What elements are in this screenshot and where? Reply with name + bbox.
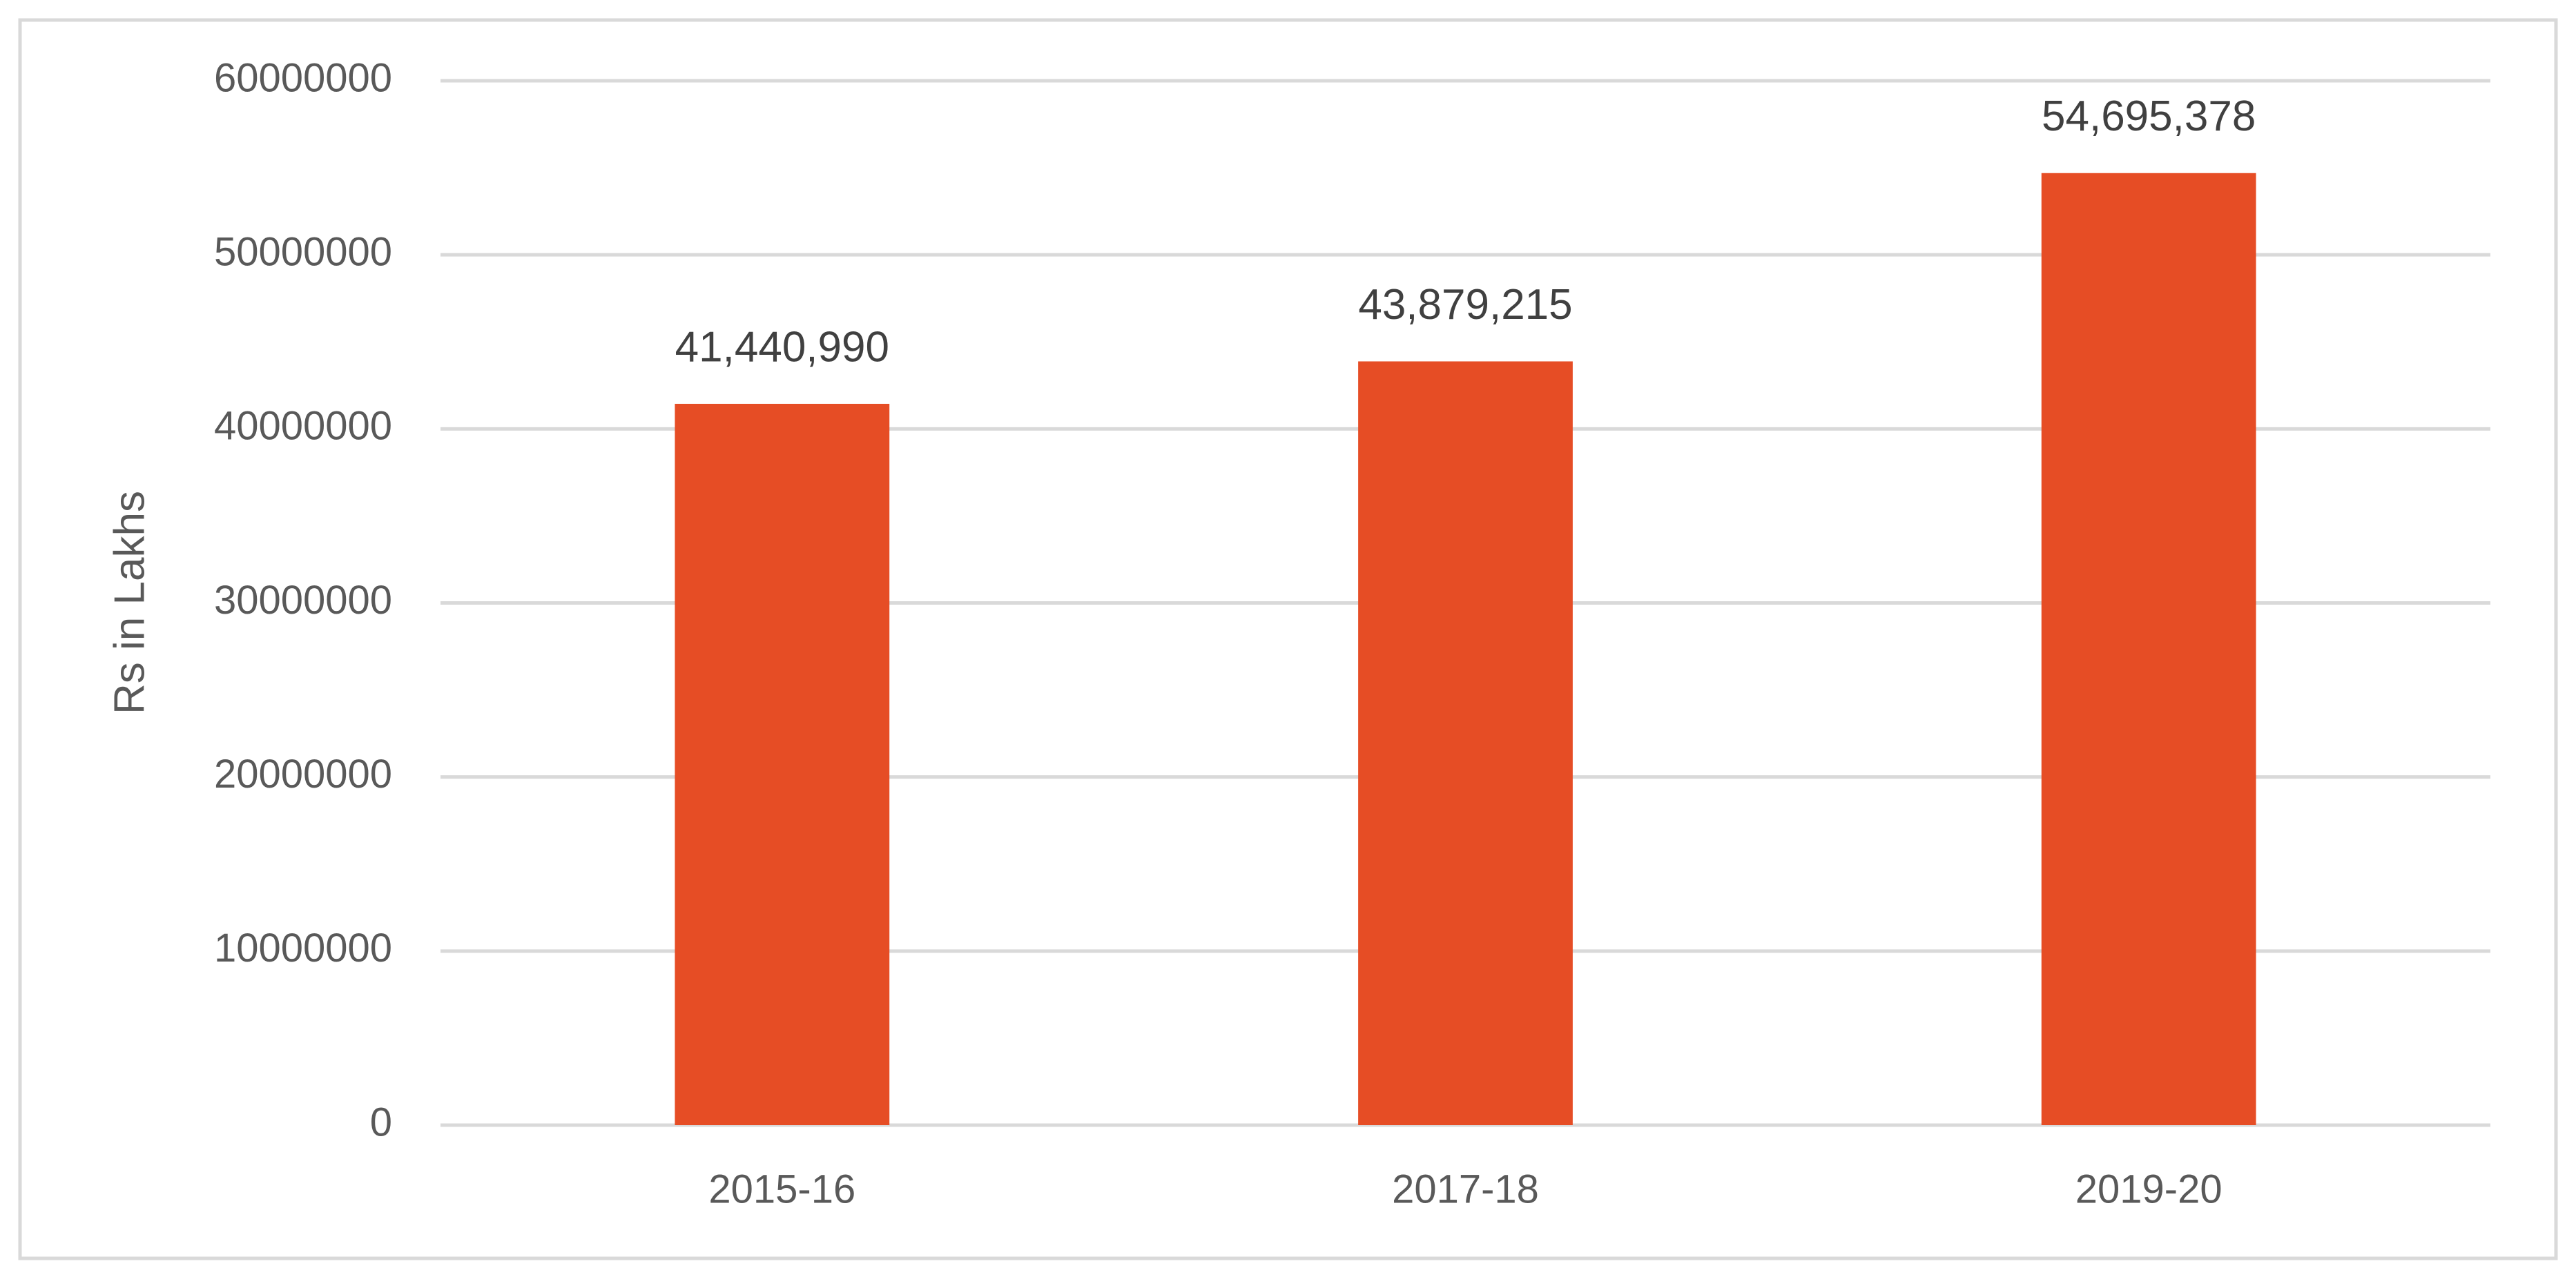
y-tick-label: 40000000	[214, 404, 392, 449]
y-tick-label: 20000000	[214, 752, 392, 797]
bar	[2041, 173, 2256, 1125]
x-tick-label: 2015-16	[708, 1167, 855, 1211]
y-tick-label: 60000000	[214, 55, 392, 100]
y-tick-label: 10000000	[214, 926, 392, 971]
bar	[675, 403, 890, 1126]
y-tick-label: 50000000	[214, 229, 392, 274]
bar	[1358, 361, 1573, 1125]
value-label: 43,879,215	[1358, 281, 1572, 329]
x-tick-label: 2017-18	[1392, 1167, 1539, 1211]
value-label: 41,440,990	[675, 323, 889, 371]
x-tick-label: 2019-20	[2075, 1167, 2222, 1211]
y-axis-title: Rs in Lakhs	[106, 491, 153, 714]
y-tick-label: 30000000	[214, 578, 392, 623]
y-tick-label: 0	[370, 1100, 392, 1144]
value-label: 54,695,378	[2042, 92, 2256, 140]
